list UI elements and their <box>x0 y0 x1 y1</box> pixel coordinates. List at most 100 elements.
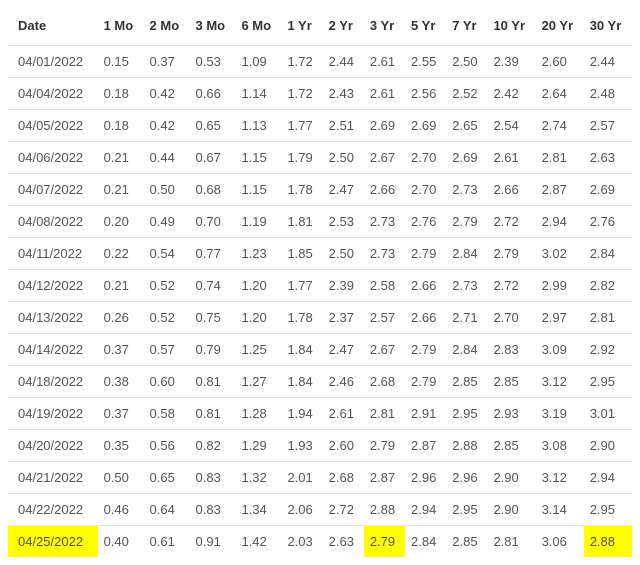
value-cell: 2.90 <box>584 430 632 462</box>
value-cell: 2.67 <box>364 334 405 366</box>
value-cell: 2.85 <box>446 366 487 398</box>
value-cell: 2.87 <box>364 462 405 494</box>
value-cell: 0.57 <box>144 334 190 366</box>
table-row: 04/19/20220.370.580.811.281.942.612.812.… <box>8 398 632 430</box>
value-cell: 3.02 <box>536 238 584 270</box>
col-header: 5 Yr <box>405 8 446 46</box>
value-cell: 2.52 <box>446 78 487 110</box>
value-cell: 2.76 <box>405 206 446 238</box>
value-cell: 2.37 <box>323 302 364 334</box>
value-cell: 3.09 <box>536 334 584 366</box>
value-cell: 2.06 <box>281 494 322 526</box>
value-cell: 1.78 <box>281 302 322 334</box>
value-cell: 0.83 <box>190 494 236 526</box>
date-cell: 04/22/2022 <box>8 494 98 526</box>
value-cell: 2.81 <box>364 398 405 430</box>
date-cell: 04/14/2022 <box>8 334 98 366</box>
value-cell: 2.01 <box>281 462 322 494</box>
value-cell: 2.84 <box>584 238 632 270</box>
value-cell: 2.72 <box>487 206 535 238</box>
value-cell: 2.87 <box>405 430 446 462</box>
value-cell: 2.88 <box>584 526 632 558</box>
value-cell: 0.68 <box>190 174 236 206</box>
value-cell: 0.35 <box>98 430 144 462</box>
value-cell: 1.32 <box>235 462 281 494</box>
value-cell: 3.14 <box>536 494 584 526</box>
value-cell: 2.66 <box>405 270 446 302</box>
table-row: 04/11/20220.220.540.771.231.852.502.732.… <box>8 238 632 270</box>
value-cell: 2.97 <box>536 302 584 334</box>
value-cell: 0.74 <box>190 270 236 302</box>
value-cell: 2.70 <box>405 174 446 206</box>
value-cell: 0.37 <box>98 398 144 430</box>
col-header: 10 Yr <box>487 8 535 46</box>
col-header: 20 Yr <box>536 8 584 46</box>
value-cell: 2.50 <box>446 46 487 78</box>
col-header: 6 Mo <box>235 8 281 46</box>
value-cell: 0.21 <box>98 142 144 174</box>
table-row: 04/14/20220.370.570.791.251.842.472.672.… <box>8 334 632 366</box>
value-cell: 0.58 <box>144 398 190 430</box>
value-cell: 2.95 <box>584 494 632 526</box>
value-cell: 2.51 <box>323 110 364 142</box>
value-cell: 2.48 <box>584 78 632 110</box>
value-cell: 1.85 <box>281 238 322 270</box>
col-header: 1 Mo <box>98 8 144 46</box>
value-cell: 2.56 <box>405 78 446 110</box>
value-cell: 0.65 <box>144 462 190 494</box>
value-cell: 2.50 <box>323 142 364 174</box>
header-row: Date1 Mo2 Mo3 Mo6 Mo1 Yr2 Yr3 Yr5 Yr7 Yr… <box>8 8 632 46</box>
value-cell: 1.19 <box>235 206 281 238</box>
value-cell: 2.42 <box>487 78 535 110</box>
value-cell: 0.52 <box>144 302 190 334</box>
table-row: 04/22/20220.460.640.831.342.062.722.882.… <box>8 494 632 526</box>
value-cell: 2.94 <box>405 494 446 526</box>
table-row: 04/21/20220.500.650.831.322.012.682.872.… <box>8 462 632 494</box>
value-cell: 2.44 <box>584 46 632 78</box>
value-cell: 2.61 <box>323 398 364 430</box>
value-cell: 2.73 <box>364 238 405 270</box>
col-header: 2 Yr <box>323 8 364 46</box>
value-cell: 2.64 <box>536 78 584 110</box>
value-cell: 2.72 <box>487 270 535 302</box>
value-cell: 2.95 <box>446 494 487 526</box>
value-cell: 2.94 <box>584 462 632 494</box>
value-cell: 2.81 <box>487 526 535 558</box>
value-cell: 2.84 <box>446 334 487 366</box>
value-cell: 0.61 <box>144 526 190 558</box>
value-cell: 2.03 <box>281 526 322 558</box>
value-cell: 0.18 <box>98 110 144 142</box>
value-cell: 2.82 <box>584 270 632 302</box>
value-cell: 0.67 <box>190 142 236 174</box>
value-cell: 3.06 <box>536 526 584 558</box>
value-cell: 2.69 <box>405 110 446 142</box>
value-cell: 1.20 <box>235 270 281 302</box>
value-cell: 2.61 <box>364 46 405 78</box>
value-cell: 1.93 <box>281 430 322 462</box>
value-cell: 2.96 <box>405 462 446 494</box>
value-cell: 0.18 <box>98 78 144 110</box>
table-row: 04/01/20220.150.370.531.091.722.442.612.… <box>8 46 632 78</box>
value-cell: 2.91 <box>405 398 446 430</box>
col-header: 1 Yr <box>281 8 322 46</box>
value-cell: 1.27 <box>235 366 281 398</box>
value-cell: 2.61 <box>364 78 405 110</box>
value-cell: 2.70 <box>487 302 535 334</box>
table-row: 04/20/20220.350.560.821.291.932.602.792.… <box>8 430 632 462</box>
value-cell: 0.20 <box>98 206 144 238</box>
value-cell: 1.09 <box>235 46 281 78</box>
value-cell: 2.43 <box>323 78 364 110</box>
value-cell: 2.90 <box>487 462 535 494</box>
value-cell: 2.79 <box>487 238 535 270</box>
value-cell: 1.81 <box>281 206 322 238</box>
value-cell: 1.15 <box>235 142 281 174</box>
col-header: Date <box>8 8 98 46</box>
value-cell: 2.83 <box>487 334 535 366</box>
value-cell: 0.81 <box>190 398 236 430</box>
value-cell: 1.72 <box>281 46 322 78</box>
table-row: 04/04/20220.180.420.661.141.722.432.612.… <box>8 78 632 110</box>
value-cell: 0.50 <box>98 462 144 494</box>
value-cell: 0.56 <box>144 430 190 462</box>
date-cell: 04/13/2022 <box>8 302 98 334</box>
table-head: Date1 Mo2 Mo3 Mo6 Mo1 Yr2 Yr3 Yr5 Yr7 Yr… <box>8 8 632 46</box>
